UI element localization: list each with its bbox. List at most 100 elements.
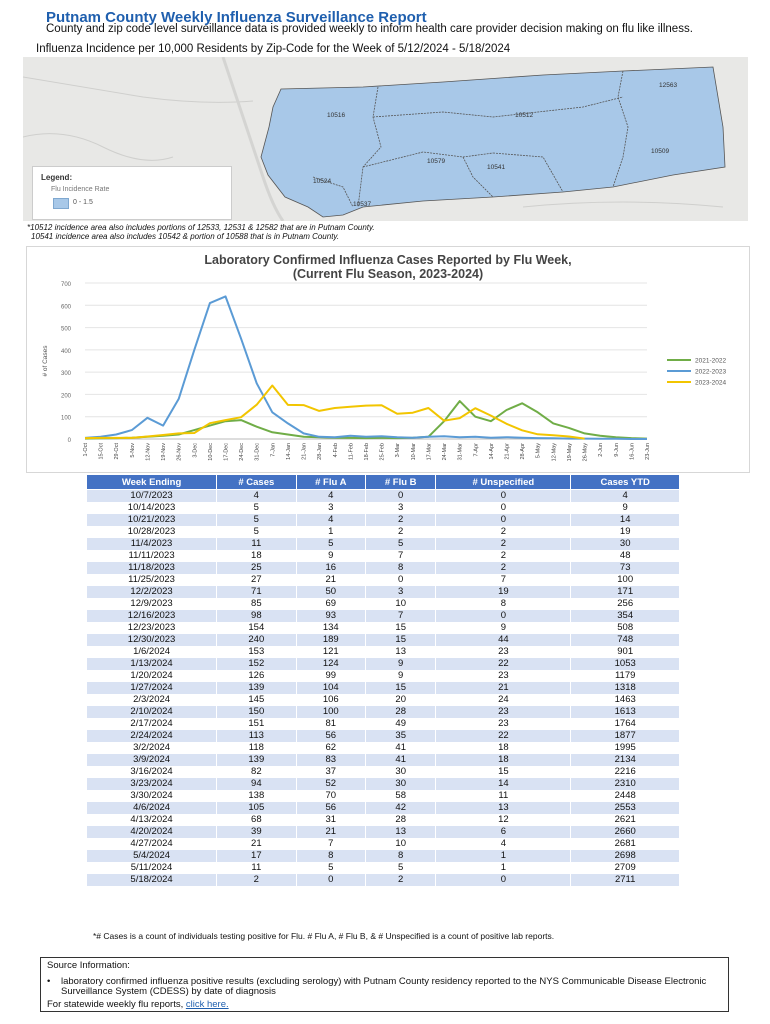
map-note: 10541 incidence area also includes 10542… [31,232,340,241]
statewide-reports-link[interactable]: click here. [185,998,229,1010]
table-cell: 508 [570,622,680,634]
legend-item-label: 0 - 1.5 [73,199,93,206]
chart-title-line1: Laboratory Confirmed Influenza Cases Rep… [204,253,572,267]
table-cell: 3/2/2024 [85,742,218,754]
table-cell: 10/7/2023 [85,489,218,502]
table-cell: 9 [570,502,680,514]
table-cell: 30 [365,778,437,790]
table-cell: 113 [216,730,297,742]
table-cell: 18 [435,742,572,754]
source-title: Source Information: [47,960,130,971]
y-tick-label: 200 [61,393,72,399]
table-cell: 1463 [570,694,680,706]
table-cell: 1/27/2024 [85,682,218,694]
table-cell: 12 [435,814,572,826]
map-notes: *10512 incidence area also includes port… [27,223,375,241]
map-title: Influenza Incidence per 10,000 Residents… [36,43,511,55]
table-row: 11/25/2023 27 21 0 7 100 [85,574,680,586]
table-cell: 12/23/2023 [85,622,218,634]
table-cell: 81 [295,718,367,730]
table-cell: 56 [295,730,367,742]
table-cell: 71 [216,586,297,598]
table-cell: 5 [216,514,297,526]
x-tick-label: 28-Jan [317,443,323,460]
series-line-2022-2023 [84,295,647,440]
table-cell: 12/2/2023 [85,586,218,598]
flu-chart: Laboratory Confirmed Influenza Cases Rep… [26,246,750,473]
table-cell: 2/17/2024 [85,718,218,730]
table-cell: 150 [216,706,297,718]
table-cell: 23 [435,670,572,682]
table-cell: 2 [365,514,437,526]
table-cell: 8 [295,850,367,862]
table-cell: 0 [365,489,437,502]
table-cell: 5/11/2024 [85,862,218,874]
table-cell: 11/11/2023 [85,550,218,562]
table-cell: 8 [365,562,437,574]
table-cell: 9 [295,550,367,562]
legend-entry: 2023-2024 [695,380,726,387]
zip-label: 10579 [427,158,445,165]
x-tick-label: 1-Oct [83,443,89,457]
table-row: 3/23/2024 94 52 30 14 2310 [85,778,680,790]
column-header: # Flu A [295,474,367,490]
table-cell: 19 [435,586,572,598]
table-cell: 2681 [570,838,680,850]
table-row: 2/3/2024 145 106 20 24 1463 [85,694,680,706]
table-cell: 73 [570,562,680,574]
x-tick-label: 24-Mar [442,443,448,461]
x-tick-label: 26-Nov [177,443,183,461]
table-row: 10/14/2023 5 3 3 0 9 [85,502,680,514]
table-cell: 1 [435,862,572,874]
x-tick-label: 17-Mar [426,443,432,461]
table-cell: 104 [295,682,367,694]
x-tick-label: 14-Apr [489,443,495,460]
x-tick-label: 31-Dec [255,443,261,461]
x-tick-label: 2-Jun [598,443,604,457]
table-cell: 3 [365,586,437,598]
x-tick-label: 21-Apr [505,443,511,460]
x-tick-label: 5-Nov [130,443,136,458]
table-cell: 23 [435,718,572,730]
x-tick-label: 14-Jan [286,443,292,460]
table-cell: 14 [570,514,680,526]
table-cell: 2/24/2024 [85,730,218,742]
y-axis-label: # of Cases [42,345,49,377]
table-cell: 48 [570,550,680,562]
table-cell: 901 [570,646,680,658]
table-cell: 3/30/2024 [85,790,218,802]
table-cell: 10/28/2023 [85,526,218,538]
table-cell: 35 [365,730,437,742]
table-cell: 13 [365,646,437,658]
table-cell: 2709 [570,862,680,874]
x-tick-label: 12-May [551,443,557,462]
table-cell: 21 [295,826,367,838]
report-subtitle: County and zip code level surveillance d… [46,23,693,35]
table-cell: 2 [435,526,572,538]
table-cell: 2310 [570,778,680,790]
table-cell: 100 [570,574,680,586]
table-row: 5/18/2024 2 0 2 0 2711 [85,874,680,886]
table-cell: 22 [435,658,572,670]
table-row: 4/20/2024 39 21 13 6 2660 [85,826,680,838]
source-bullet-text: laboratory confirmed influenza positive … [61,975,707,997]
table-cell: 6 [435,826,572,838]
table-cell: 5 [216,502,297,514]
table-cell: 2698 [570,850,680,862]
x-tick-label: 9-Jun [614,443,620,457]
table-footnote: *# Cases is a count of individuals testi… [93,931,555,941]
table-cell: 5 [295,538,367,550]
table-cell: 124 [295,658,367,670]
table-cell: 7 [295,838,367,850]
table-cell: 18 [216,550,297,562]
table-row: 5/4/2024 17 8 8 1 2698 [85,850,680,862]
x-tick-label: 28-Apr [520,443,526,460]
table-cell: 153 [216,646,297,658]
table-row: 2/10/2024 150 100 28 23 1613 [85,706,680,718]
table-cell: 138 [216,790,297,802]
table-cell: 82 [216,766,297,778]
x-tick-label: 23-Jun [645,443,651,460]
x-tick-label: 25-Feb [380,443,386,460]
table-cell: 126 [216,670,297,682]
table-cell: 23 [435,646,572,658]
